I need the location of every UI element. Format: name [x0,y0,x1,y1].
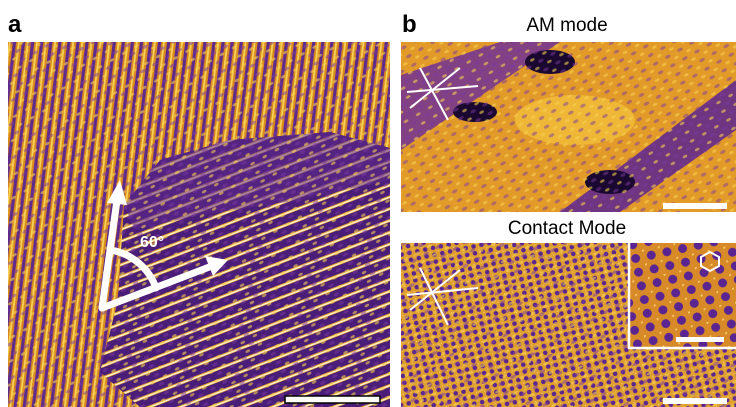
afm-image-contact [401,243,736,407]
afm-image-am [401,42,736,212]
noise [401,42,736,212]
panel-label: a [8,11,22,38]
scale-bar [676,337,724,342]
image-title: Contact Mode [508,218,626,239]
noise [8,42,390,407]
scale-bar [285,396,380,403]
afm-image-a: 60° [8,42,390,407]
image-title: AM mode [526,15,607,36]
page: a b AM mode Contact Mode 60° [0,0,736,407]
panel-label: b [402,11,417,38]
scale-bar [663,398,727,404]
angle-label: 60° [140,234,164,251]
scale-bar [663,203,727,209]
figure: a b AM mode Contact Mode 60° [0,0,736,407]
